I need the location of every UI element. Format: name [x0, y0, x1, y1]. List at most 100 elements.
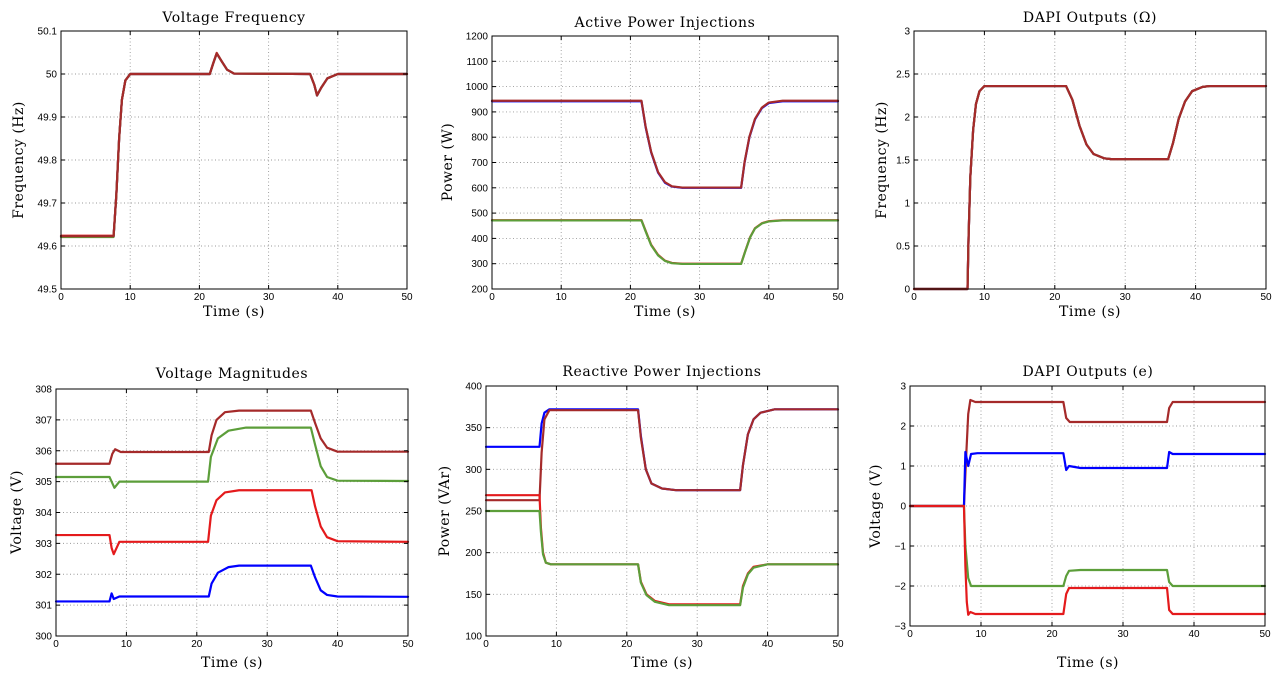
y-tick-label: 200: [471, 285, 488, 296]
y-axis-label: Frequency (Hz): [11, 101, 27, 219]
y-tick-label: 1: [904, 199, 910, 210]
panel-reactive-power: Reactive Power Injections Time (s) Power…: [437, 364, 844, 671]
x-tick-label: 0: [489, 292, 495, 303]
plot-area: 0 10 20 30 40 50 −3 −2 −1 0 1 2 3: [895, 382, 1271, 641]
y-tick-label: 304: [35, 508, 52, 519]
x-tick-label: 10: [979, 292, 991, 303]
chart-title: Voltage Magnitudes: [155, 366, 308, 382]
y-tick-label: 49.7: [38, 199, 58, 210]
y-axis-label: Power (W): [440, 123, 456, 202]
y-tick-label: 50.1: [38, 27, 58, 38]
plot-area: 0 10 20 30 40 50 49.5 49.6 49.7 49.8 49.9 50 50.1: [38, 27, 413, 304]
x-axis-label: Time (s): [1057, 655, 1119, 671]
y-tick-label: 300: [471, 259, 488, 270]
x-tick-label: 20: [1049, 292, 1061, 303]
y-tick-label: 2: [900, 422, 906, 433]
y-tick-label: 49.6: [38, 242, 58, 253]
y-tick-label: 307: [35, 415, 52, 426]
x-axis-label: Time (s): [634, 304, 696, 320]
x-tick-label: 30: [262, 639, 274, 650]
series-line-1: [490, 100, 840, 189]
x-tick-label: 30: [263, 292, 275, 303]
y-tick-label: 1200: [466, 32, 489, 43]
x-axis-label: Time (s): [201, 655, 263, 671]
y-tick-label: 3: [904, 27, 910, 38]
chart-title: DAPI Outputs (e): [1023, 364, 1154, 380]
chart-title: Reactive Power Injections: [562, 364, 761, 380]
plot-area: 0 10 20 30 40 50 200 300 400 500 600 700 800 900 1000 1…: [466, 32, 844, 304]
y-tick-label: 302: [35, 570, 52, 581]
series-line-4: [59, 52, 409, 238]
x-tick-label: 0: [483, 639, 489, 650]
x-tick-label: 30: [692, 639, 704, 650]
y-axis-label: Frequency (Hz): [874, 101, 890, 219]
x-tick-label: 10: [125, 292, 137, 303]
y-tick-label: 308: [35, 385, 52, 396]
panel-active-power: Active Power Injections Time (s) Power (…: [440, 15, 844, 320]
x-tick-label: 20: [621, 639, 633, 650]
y-tick-label: 250: [465, 507, 482, 518]
chart-title: Active Power Injections: [574, 15, 756, 31]
series-line-4: [908, 504, 1267, 616]
x-tick-label: 40: [332, 639, 344, 650]
panel-dapi-e: DAPI Outputs (e) Time (s) Voltage (V) 0 1…: [868, 364, 1271, 671]
y-tick-label: 49.8: [38, 156, 58, 167]
y-tick-label: 900: [471, 107, 488, 118]
x-tick-label: 40: [332, 292, 344, 303]
series-line-4: [484, 509, 840, 607]
series-line-2: [908, 450, 1267, 508]
x-tick-label: 10: [975, 629, 987, 640]
x-tick-label: 0: [58, 292, 64, 303]
y-tick-label: 305: [35, 477, 52, 488]
series-line-2: [912, 84, 1268, 291]
plot-area: 0 10 20 30 40 50 100 150 200 250 300 350 400: [465, 382, 844, 651]
y-tick-label: 0: [904, 285, 910, 296]
y-tick-label: 150: [465, 590, 482, 601]
y-axis-label: Voltage (V): [868, 464, 884, 549]
y-tick-label: −1: [895, 542, 907, 553]
x-tick-label: 0: [911, 292, 917, 303]
panel-voltage-frequency: Voltage Frequency Time (s) Frequency (Hz…: [11, 10, 413, 320]
series-line-4: [490, 219, 840, 266]
panel-dapi-omega: DAPI Outputs (Ω) Time (s) Frequency (Hz)…: [874, 10, 1272, 320]
y-tick-label: 700: [471, 158, 488, 169]
y-tick-label: −3: [895, 622, 907, 633]
y-tick-label: 2.5: [896, 70, 910, 81]
series-line-3: [59, 52, 409, 239]
y-tick-label: 3: [900, 382, 906, 393]
x-tick-label: 40: [763, 292, 775, 303]
x-tick-label: 50: [1260, 292, 1272, 303]
series-line-2: [490, 99, 840, 189]
y-tick-label: 306: [35, 446, 52, 457]
y-tick-label: 49.9: [38, 113, 58, 124]
y-axis-label: Power (VAr): [437, 465, 453, 556]
y-tick-label: 303: [35, 539, 52, 550]
x-tick-label: 50: [401, 292, 413, 303]
x-tick-label: 0: [53, 639, 59, 650]
y-tick-label: 400: [471, 234, 488, 245]
chart-title: DAPI Outputs (Ω): [1023, 10, 1157, 26]
y-tick-label: 301: [35, 601, 52, 612]
series-line-1: [484, 408, 840, 492]
y-tick-label: 1000: [466, 82, 489, 93]
y-tick-label: 1100: [466, 57, 488, 68]
y-tick-label: 200: [465, 548, 482, 559]
y-tick-label: 1.5: [896, 156, 910, 167]
x-tick-label: 50: [832, 292, 844, 303]
x-tick-label: 50: [832, 639, 844, 650]
x-tick-label: 40: [762, 639, 774, 650]
y-tick-label: 1: [900, 462, 906, 473]
y-tick-label: 100: [465, 632, 482, 643]
x-axis-label: Time (s): [1059, 304, 1121, 320]
x-tick-label: 50: [402, 639, 414, 650]
series-line-1: [912, 84, 1268, 291]
y-tick-label: 350: [465, 423, 482, 434]
x-axis-label: Time (s): [203, 304, 265, 320]
x-tick-label: 20: [1046, 629, 1058, 640]
y-tick-label: −2: [895, 582, 907, 593]
y-tick-label: 0: [900, 502, 906, 513]
x-tick-label: 20: [191, 639, 203, 650]
series-line-3: [490, 219, 840, 265]
x-tick-label: 10: [121, 639, 133, 650]
